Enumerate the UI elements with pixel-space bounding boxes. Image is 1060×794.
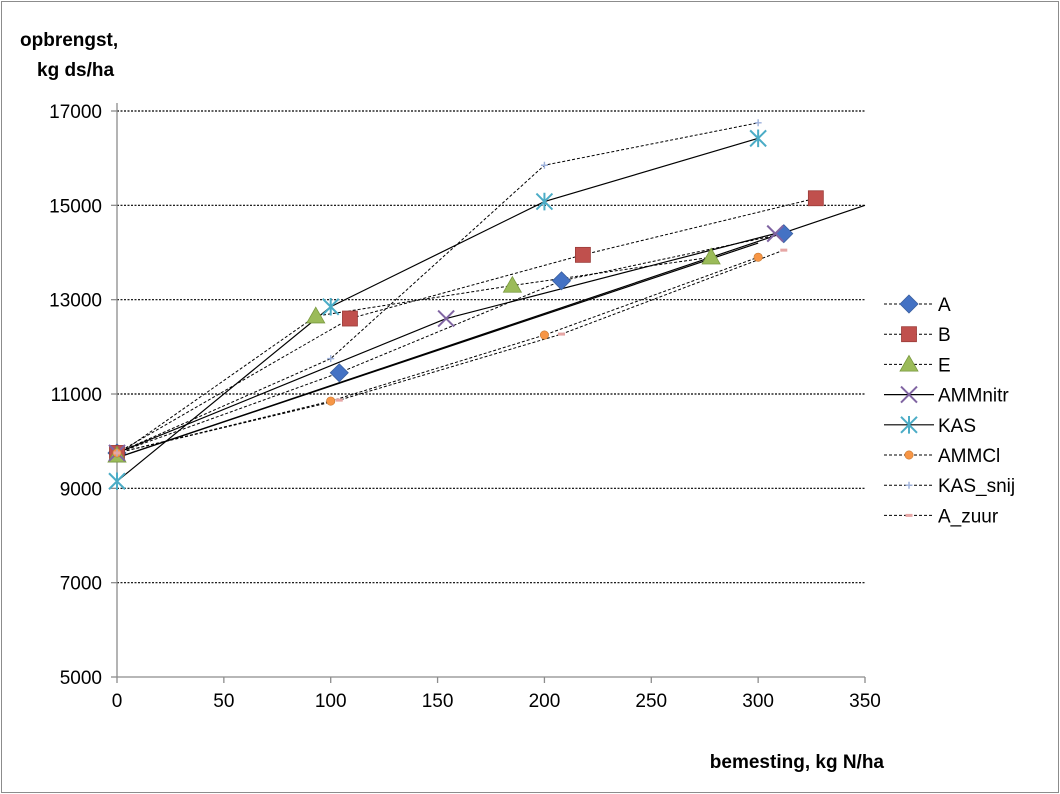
- data-point-b-3: [807, 190, 824, 207]
- y-tick-label-13000: 13000: [49, 291, 102, 312]
- data-point-e-3: [701, 247, 721, 265]
- legend-label-ammcl: AMMCl: [938, 446, 1000, 467]
- y-tick-label-7000: 7000: [60, 574, 102, 595]
- y-tick-label-17000: 17000: [49, 102, 102, 123]
- series-markers: [107, 119, 824, 491]
- legend-marker-kas-snij: [905, 481, 913, 489]
- x-tick-label-350: 350: [849, 691, 881, 712]
- y-tick-label-11000: 11000: [51, 385, 102, 406]
- legend-label-a: A: [938, 295, 951, 316]
- legend-marker-a-zuur: [905, 513, 913, 517]
- data-point-kas-3: [749, 129, 767, 148]
- x-tick-label-250: 250: [635, 691, 667, 712]
- y-tick-label-5000: 5000: [60, 668, 102, 689]
- legend-label-e: E: [938, 355, 951, 376]
- series-line-a: [116, 233, 784, 454]
- data-point-ammcl-3: [753, 252, 763, 262]
- x-tick-label-200: 200: [529, 691, 561, 712]
- y-axis-title-line-2: kg ds/ha: [37, 60, 115, 81]
- data-point-kas-1: [322, 297, 340, 316]
- y-axis-title-line-1: opbrengst,: [20, 30, 118, 51]
- data-point-kas-snij-1: [327, 355, 335, 363]
- series-line-kas-snij: [116, 122, 759, 454]
- data-point-ammcl-2: [539, 330, 549, 340]
- series-line-b: [116, 197, 816, 454]
- y-tick-label-15000: 15000: [49, 196, 102, 217]
- data-point-a-zuur-0: [113, 451, 121, 455]
- data-point-e-1: [306, 306, 326, 324]
- x-tick-label-150: 150: [422, 691, 454, 712]
- x-tick-label-0: 0: [112, 691, 123, 712]
- legend-label-ammnitr: AMMnitr: [938, 386, 1009, 407]
- legend-marker-kas: [900, 416, 918, 434]
- legend-label-a-zuur: A_zuur: [938, 506, 999, 527]
- data-point-a-zuur-1: [335, 398, 343, 402]
- legend-marker-b: [901, 326, 917, 343]
- axis-labels: opbrengst, kg ds/ha bemesting, kg N/ha 0…: [20, 30, 884, 773]
- data-point-kas-2: [535, 192, 554, 211]
- data-point-e-2: [502, 275, 523, 293]
- legend-label-kas: KAS: [938, 416, 976, 437]
- series-lines: [116, 122, 866, 482]
- legend-label-b: B: [938, 325, 951, 346]
- legend-marker-ammnitr: [900, 385, 918, 404]
- legend-marker-ammcl: [904, 450, 914, 460]
- data-point-a-zuur-3: [780, 248, 788, 252]
- series-line-e: [116, 256, 712, 456]
- data-point-ammnitr-1: [437, 309, 455, 328]
- data-point-ammcl-1: [326, 396, 336, 406]
- data-point-b-1: [342, 310, 358, 327]
- data-point-kas-snij-2: [540, 161, 548, 169]
- y-tick-label-9000: 9000: [60, 479, 102, 500]
- series-line-kas: [116, 137, 759, 482]
- x-tick-label-50: 50: [213, 691, 234, 712]
- x-tick-label-300: 300: [742, 691, 774, 712]
- legend-label-kas-snij: KAS_snij: [938, 476, 1015, 497]
- legend: ABE AMMnitr KAS AMMCl KAS_snij A_zuur: [884, 294, 1015, 527]
- data-point-kas-0: [108, 472, 126, 491]
- data-point-kas-snij-3: [754, 119, 762, 127]
- legend-marker-a: [899, 294, 919, 314]
- data-point-a-2: [551, 271, 572, 291]
- x-axis-title: bemesting, kg N/ha: [710, 752, 885, 773]
- data-point-a-1: [329, 363, 349, 383]
- data-point-a-zuur-2: [558, 332, 566, 336]
- legend-marker-e: [899, 354, 919, 372]
- trend-line-2: [116, 242, 759, 459]
- series-line-ammcl: [116, 256, 759, 454]
- axes: [111, 103, 866, 683]
- gridlines: [117, 110, 865, 584]
- x-tick-label-100: 100: [315, 691, 347, 712]
- data-point-b-2: [574, 246, 591, 263]
- data-point-ammnitr-2: [766, 224, 784, 243]
